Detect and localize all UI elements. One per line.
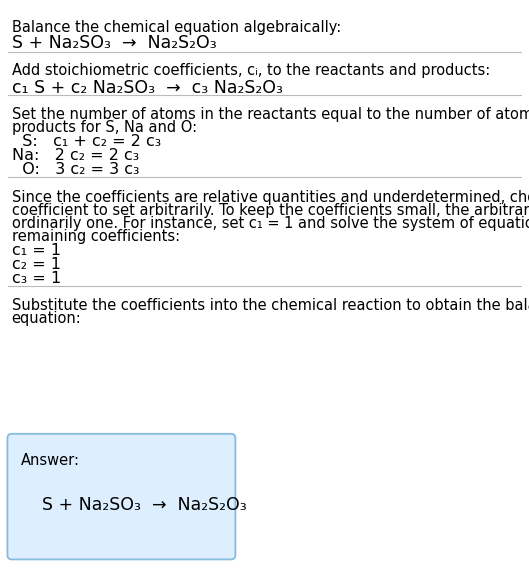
FancyBboxPatch shape [7, 434, 235, 559]
Text: Answer:: Answer: [21, 453, 80, 468]
Text: coefficient to set arbitrarily. To keep the coefficients small, the arbitrary va: coefficient to set arbitrarily. To keep … [12, 203, 529, 218]
Text: Balance the chemical equation algebraically:: Balance the chemical equation algebraica… [12, 20, 341, 35]
Text: remaining coefficients:: remaining coefficients: [12, 229, 180, 244]
Text: Substitute the coefficients into the chemical reaction to obtain the balanced: Substitute the coefficients into the che… [12, 298, 529, 313]
Text: c₁ = 1: c₁ = 1 [12, 243, 61, 258]
Text: c₂ = 1: c₂ = 1 [12, 257, 61, 272]
Text: equation:: equation: [12, 311, 81, 326]
Text: S + Na₂SO₃  →  Na₂S₂O₃: S + Na₂SO₃ → Na₂S₂O₃ [12, 34, 216, 52]
Text: Na:   2 c₂ = 2 c₃: Na: 2 c₂ = 2 c₃ [12, 148, 139, 163]
Text: S:   c₁ + c₂ = 2 c₃: S: c₁ + c₂ = 2 c₃ [12, 134, 161, 149]
Text: Since the coefficients are relative quantities and underdetermined, choose a: Since the coefficients are relative quan… [12, 190, 529, 205]
Text: products for S, Na and O:: products for S, Na and O: [12, 120, 197, 135]
Text: c₃ = 1: c₃ = 1 [12, 271, 61, 286]
Text: S + Na₂SO₃  →  Na₂S₂O₃: S + Na₂SO₃ → Na₂S₂O₃ [42, 496, 247, 514]
Text: O:   3 c₂ = 3 c₃: O: 3 c₂ = 3 c₃ [12, 162, 139, 177]
Text: ordinarily one. For instance, set c₁ = 1 and solve the system of equations for t: ordinarily one. For instance, set c₁ = 1… [12, 216, 529, 231]
Text: Set the number of atoms in the reactants equal to the number of atoms in the: Set the number of atoms in the reactants… [12, 107, 529, 122]
Text: c₁ S + c₂ Na₂SO₃  →  c₃ Na₂S₂O₃: c₁ S + c₂ Na₂SO₃ → c₃ Na₂S₂O₃ [12, 79, 282, 97]
Text: Add stoichiometric coefficients, cᵢ, to the reactants and products:: Add stoichiometric coefficients, cᵢ, to … [12, 63, 490, 78]
